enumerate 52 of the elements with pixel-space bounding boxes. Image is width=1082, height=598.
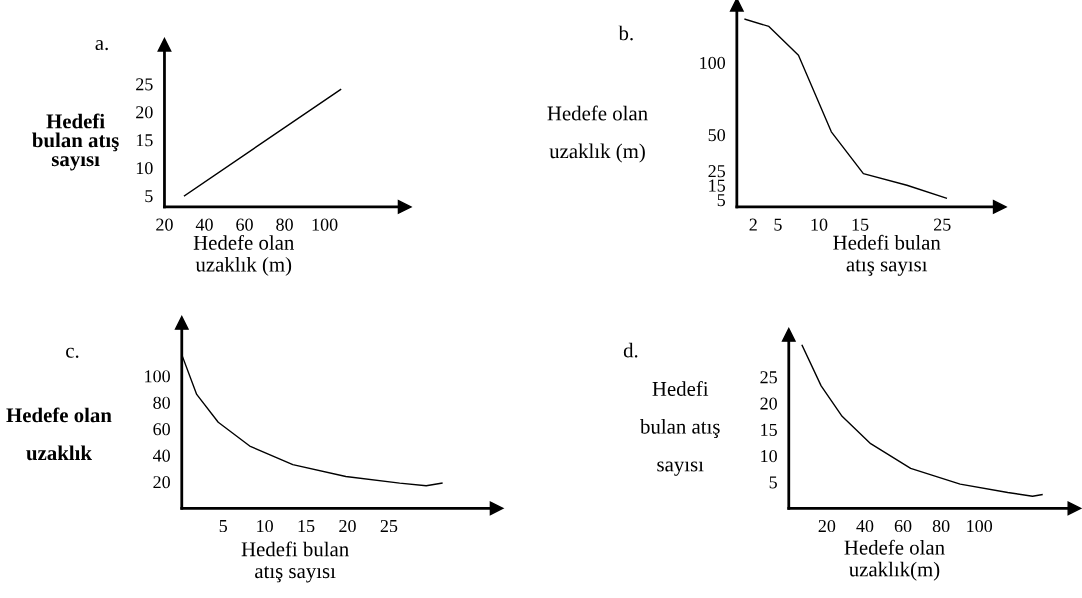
y-tick-label: 20	[153, 476, 170, 489]
y-tick-label: 15	[136, 134, 153, 147]
y-tick-label: 10	[761, 450, 777, 463]
x-tick-label: 80	[276, 218, 293, 231]
y-tick-label: 15	[761, 423, 777, 436]
x-tick-label: 40	[195, 218, 213, 231]
y-tick-label: 20	[760, 397, 777, 410]
y-tick-label: 15	[709, 179, 726, 192]
y-axis-title: Hedefi bulan atış sayısı	[640, 381, 720, 476]
y-tick-label: 100	[700, 56, 726, 69]
y-axis-title: Hedefe olan uzaklık	[6, 407, 112, 461]
text: c.	[66, 347, 79, 358]
x-tick-label: 60	[236, 218, 253, 231]
x-tick-label: 5	[219, 520, 228, 533]
line-series	[801, 344, 1043, 497]
y-tick-label: 50	[708, 128, 726, 142]
y-tick-label: 40	[152, 449, 170, 462]
x-tick-label: 25	[380, 519, 398, 533]
x-tick-label: 2	[749, 218, 757, 231]
x-axis-title: Hedefi bulan atış sayısı	[241, 541, 349, 583]
line-series	[744, 18, 948, 199]
y-tick-label: 5	[145, 190, 153, 203]
x-tick-label: 20	[339, 519, 356, 533]
x-tick-label: 25	[934, 218, 951, 231]
chart-title: d.	[623, 342, 638, 358]
y-tick-label: 25	[708, 165, 726, 178]
y-tick-label: 5	[717, 194, 726, 207]
y-tick-label: 100	[145, 370, 170, 383]
text: b.	[618, 25, 633, 41]
y-tick-label: 5	[769, 476, 777, 489]
x-tick-label: 15	[298, 520, 315, 533]
y-tick-label: 25	[136, 78, 153, 91]
y-tick-label: 80	[153, 396, 170, 409]
y-tick-label: 10	[136, 162, 153, 175]
x-tick-label: 80	[932, 519, 950, 533]
x-tick-label: 10	[257, 519, 273, 533]
x-axis-title: Hedefe olan uzaklık(m)	[844, 539, 945, 581]
y-tick-label: 60	[153, 423, 170, 436]
x-tick-label: 100	[967, 519, 993, 533]
x-tick-label: 60	[894, 519, 912, 533]
y-axis-title: Hedefi bulan atış sayısı	[32, 113, 119, 171]
chart-title: a.	[95, 40, 108, 51]
x-tick-label: 100	[312, 218, 338, 231]
x-tick-label: 10	[811, 218, 828, 231]
y-tick-label: 20	[136, 106, 153, 119]
y-tick-label: 25	[760, 371, 777, 384]
x-tick-label: 40	[856, 519, 874, 533]
x-tick-label: 15	[852, 218, 869, 231]
x-axis-title: Hedefi bulan atış sayısı	[833, 234, 941, 276]
x-tick-label: 20	[818, 519, 836, 533]
y-axis-title: Hedefe olan uzaklık (m)	[547, 105, 648, 163]
x-axis-title: Hedefe olan uzaklık (m)	[193, 234, 295, 276]
